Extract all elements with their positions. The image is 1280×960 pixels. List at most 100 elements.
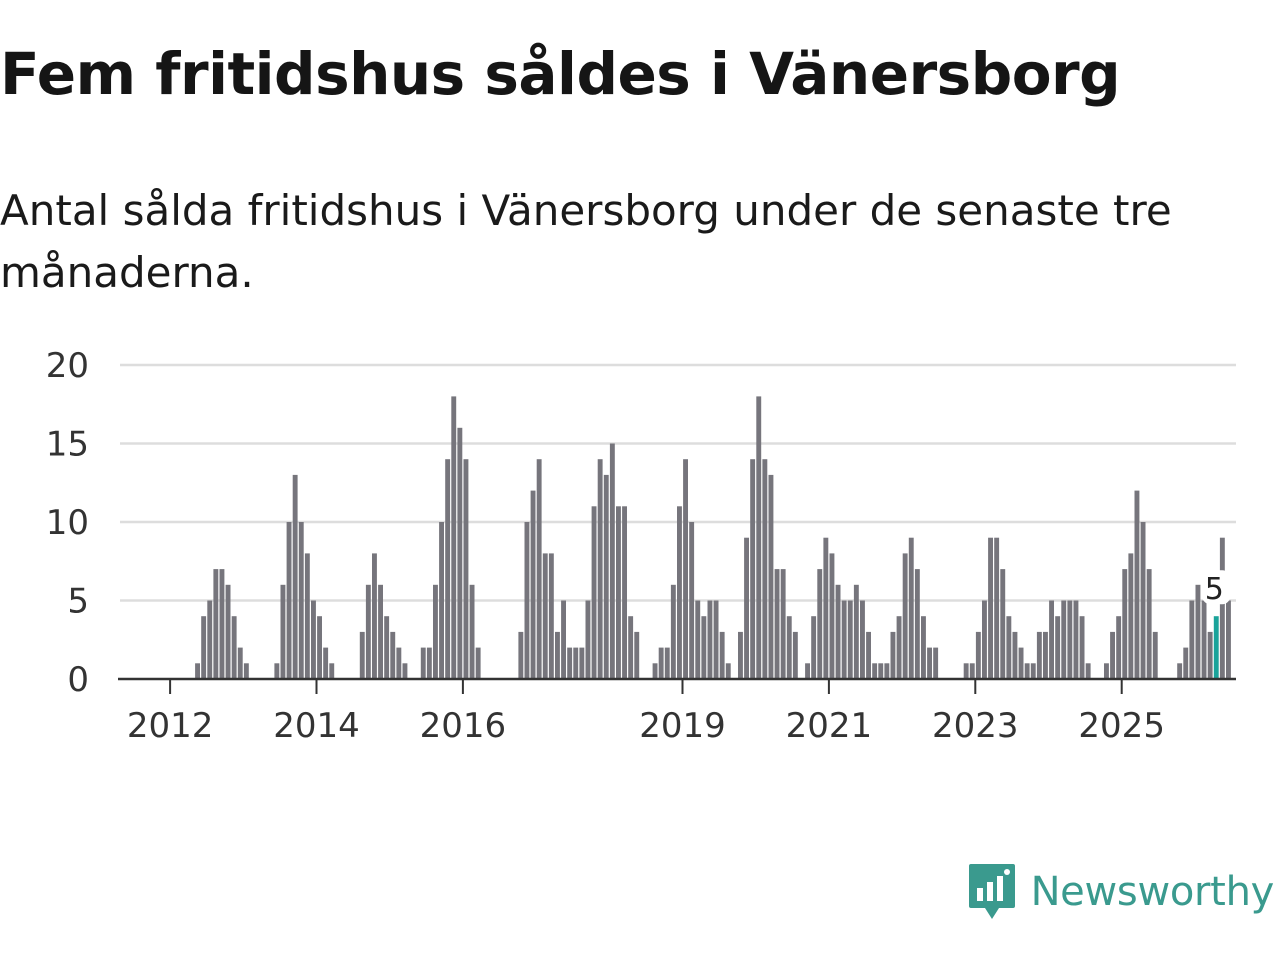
bar xyxy=(213,569,219,679)
bar xyxy=(847,600,853,679)
bar xyxy=(890,631,896,679)
bar xyxy=(1030,663,1036,679)
bar-chart: 0 5 10 15 20 2012 2014 2016 2019 2021 2023 2025 5 xyxy=(46,346,1236,746)
bar xyxy=(1110,631,1115,679)
bar xyxy=(835,584,841,679)
bar xyxy=(683,459,688,679)
bar xyxy=(921,616,926,679)
bar xyxy=(1177,663,1183,679)
bar xyxy=(298,522,304,679)
chart-title: Fem fritidshus såldes i Vänersborg xyxy=(0,40,1121,108)
y-tick-label: 0 xyxy=(67,660,89,700)
bar xyxy=(811,616,817,679)
bar xyxy=(1012,631,1018,679)
bar xyxy=(463,459,469,679)
bar xyxy=(908,537,914,679)
bar xyxy=(231,616,237,679)
bar xyxy=(756,396,762,679)
bar xyxy=(1152,631,1158,679)
bar xyxy=(378,584,383,679)
bar xyxy=(524,522,530,679)
bar xyxy=(1201,600,1207,679)
bar xyxy=(695,600,701,679)
bar xyxy=(866,631,871,679)
bar xyxy=(359,631,365,679)
bar xyxy=(292,474,298,679)
bar xyxy=(518,631,524,679)
y-tick-label: 5 xyxy=(67,582,89,622)
bar xyxy=(609,443,615,679)
y-axis-labels: 0 5 10 15 20 xyxy=(46,346,89,700)
bar xyxy=(628,616,634,679)
bar xyxy=(1122,569,1128,679)
bar xyxy=(420,647,426,679)
bar xyxy=(725,663,731,679)
bar xyxy=(652,663,658,679)
x-tick-label: 2012 xyxy=(127,706,214,746)
bar xyxy=(1128,553,1134,679)
newsworthy-brand: Newsworthy xyxy=(967,862,1274,922)
bar xyxy=(1195,584,1201,679)
bar xyxy=(719,631,725,679)
bar xyxy=(860,600,865,679)
bar xyxy=(195,663,200,679)
bar xyxy=(963,663,969,679)
bar xyxy=(1073,600,1079,679)
bar xyxy=(616,506,621,679)
y-tick-label: 15 xyxy=(46,425,89,465)
bar xyxy=(1207,631,1213,679)
bar xyxy=(548,553,554,679)
bar xyxy=(591,506,597,679)
bar xyxy=(561,600,566,679)
highlight-label-background xyxy=(1202,570,1231,605)
bar xyxy=(1049,600,1054,679)
bar xyxy=(237,647,243,679)
bar xyxy=(219,569,225,679)
bar xyxy=(201,616,207,679)
bar xyxy=(1055,616,1061,679)
bar xyxy=(304,553,310,679)
bar xyxy=(475,647,481,679)
bar xyxy=(982,600,987,679)
bar xyxy=(555,631,560,679)
x-axis-ticks xyxy=(169,679,1123,694)
bar xyxy=(445,459,451,679)
chart-subtitle: Antal sålda fritidshus i Vänersborg unde… xyxy=(0,186,1172,297)
bar xyxy=(677,506,682,679)
bar xyxy=(658,647,664,679)
bar xyxy=(896,616,902,679)
x-axis-labels: 2012 2014 2016 2019 2021 2023 2025 xyxy=(127,706,1165,746)
x-tick-label: 2021 xyxy=(786,706,873,746)
bar xyxy=(1104,663,1109,679)
bar-highlighted xyxy=(1213,616,1219,679)
bar xyxy=(780,569,786,679)
bar xyxy=(689,522,695,679)
bar xyxy=(579,647,585,679)
bar xyxy=(597,459,603,679)
bar xyxy=(207,600,213,679)
bar xyxy=(402,663,408,679)
bar xyxy=(1085,663,1091,679)
bar xyxy=(225,584,231,679)
bar xyxy=(317,616,322,679)
bar xyxy=(994,537,1000,679)
bar xyxy=(762,459,768,679)
bar xyxy=(530,490,536,679)
bar xyxy=(969,663,975,679)
x-tick-label: 2025 xyxy=(1078,706,1165,746)
bar xyxy=(713,600,719,679)
bar xyxy=(927,647,932,679)
bar xyxy=(457,427,463,679)
bar xyxy=(1043,631,1048,679)
bar xyxy=(1183,647,1189,679)
bar xyxy=(396,647,402,679)
bar xyxy=(1134,490,1140,679)
highlight-value-label: 5 xyxy=(1205,572,1224,607)
bar xyxy=(670,584,676,679)
bar xyxy=(451,396,457,679)
bar xyxy=(1000,569,1006,679)
bar xyxy=(774,569,780,679)
bar-series xyxy=(195,396,1231,679)
bar xyxy=(542,553,548,679)
bar xyxy=(707,600,713,679)
